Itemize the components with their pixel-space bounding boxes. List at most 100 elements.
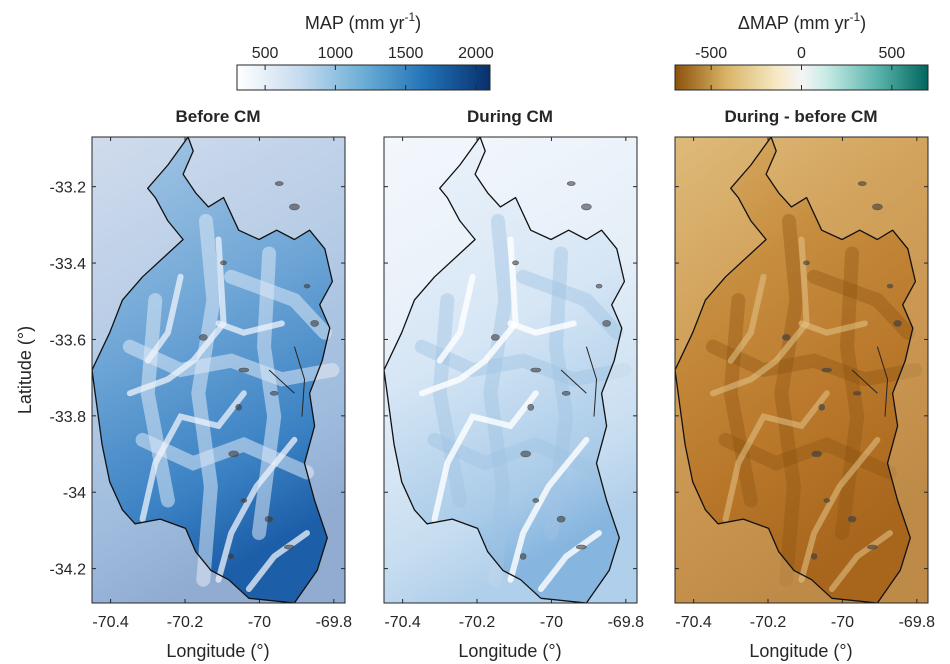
y-tick-label: -33.2 (50, 180, 87, 197)
glacier-outline (235, 403, 243, 411)
glacier-outline (818, 403, 826, 411)
terrain-valley (507, 436, 590, 583)
terrain-valley (436, 273, 476, 364)
glacier-outline (512, 260, 519, 266)
terrain-ridge (414, 339, 632, 387)
colorbar-map: MAP (mm yr-1) 500 1000 1500 2000 (236, 10, 494, 91)
map-panel-before (91, 136, 346, 604)
y-tick-label: -33.8 (50, 409, 87, 426)
basin-boundary (92, 137, 334, 603)
xlabel-panel-2: Longitude (°) (458, 641, 561, 661)
x-tick-label: -70.2 (750, 614, 787, 631)
colorbar-tick-label: 500 (252, 45, 279, 62)
glacier-outline (602, 320, 611, 327)
glacier-outline (566, 181, 576, 186)
terrain-ridge (483, 213, 513, 587)
terrain-ridge (774, 213, 804, 587)
y-tick-label: -33.4 (50, 256, 87, 273)
colorbar-map-label: MAP (mm yr-1) (305, 10, 421, 33)
glacier-outline (872, 203, 883, 211)
x-tick-label: -70 (540, 614, 563, 631)
glacier-outline (491, 334, 500, 341)
drainage-line (851, 346, 889, 417)
glacier-outline (289, 203, 300, 211)
terrain-valley (245, 530, 310, 592)
terrain-valley (215, 320, 285, 336)
colorbar-map-bar (236, 64, 491, 91)
x-tick-label: -70.4 (92, 614, 129, 631)
xlabel-panel-1: Longitude (°) (166, 641, 269, 661)
terrain-valley (507, 320, 577, 336)
glacier-outline (561, 390, 571, 396)
glacier-outline (811, 450, 822, 458)
terrain-ridge (122, 339, 340, 387)
x-axes: -70.4 -70.2 -70 -69.8 -70.4 -70.2 -70 -69.8 -70.… (92, 137, 935, 631)
terrain-ridge (191, 213, 221, 587)
glacier-outline (782, 334, 791, 341)
x-tick-label: -70.2 (167, 614, 204, 631)
terrain-valley (144, 273, 184, 364)
panel-title-difference: During - before CM (725, 107, 878, 126)
glacier-features (199, 181, 319, 560)
colorbar-tick-label: -500 (695, 45, 727, 62)
glacier-outline (893, 320, 902, 327)
y-tick-label: -33.6 (50, 332, 87, 349)
glacier-outline (527, 403, 535, 411)
glacier-outline (576, 544, 587, 550)
glacier-outline (220, 260, 227, 266)
x-tick-label: -70 (248, 614, 271, 631)
glacier-outline (852, 390, 862, 396)
x-tick-label: -69.8 (316, 614, 353, 631)
glacier-outline (595, 283, 603, 289)
terrain-ridge (706, 339, 923, 387)
x-tick-label: -70 (831, 614, 854, 631)
glacier-features (782, 181, 902, 560)
glacier-outline (228, 450, 239, 458)
ylabel: Latitude (°) (15, 326, 35, 414)
terrain-valley (710, 236, 810, 397)
y-axis: -33.2 -33.4 -33.6 -33.8 -34 -34.2 (50, 180, 928, 579)
colorbar-tick-label: 1000 (318, 45, 354, 62)
glacier-outline (823, 498, 831, 503)
glacier-outline (520, 450, 531, 458)
colorbar-delta-label: ΔMAP (mm yr-1) (738, 10, 866, 33)
map-panel-difference (674, 136, 929, 604)
glacier-outline (238, 367, 250, 373)
drainage-line (560, 346, 598, 417)
drainage-line (268, 346, 306, 417)
basin-boundary (675, 137, 917, 603)
glacier-outline (284, 544, 295, 550)
terrain-valley (126, 236, 227, 397)
xlabel-panel-3: Longitude (°) (749, 641, 852, 661)
terrain-valley (418, 236, 519, 397)
glacier-outline (810, 553, 818, 560)
terrain-valley (215, 436, 298, 583)
x-tick-label: -70.2 (459, 614, 496, 631)
terrain-valley (722, 390, 830, 523)
terrain-valley (828, 530, 893, 592)
basin-boundary (384, 137, 626, 603)
x-tick-label: -69.8 (899, 614, 936, 631)
glacier-outline (556, 515, 566, 523)
glacier-outline (581, 203, 592, 211)
glacier-outline (867, 544, 878, 550)
glacier-features (491, 181, 611, 560)
glacier-outline (227, 553, 235, 560)
glacier-outline (519, 553, 527, 560)
x-tick-label: -70.4 (675, 614, 712, 631)
x-tick-label: -70.4 (384, 614, 421, 631)
x-tick-label: -69.8 (608, 614, 645, 631)
terrain-ridge (140, 293, 175, 508)
terrain-valley (798, 436, 881, 583)
glacier-outline (821, 367, 833, 373)
panel-title-before: Before CM (175, 107, 260, 126)
terrain-valley (798, 320, 868, 336)
colorbar-tick-label: 1500 (388, 45, 424, 62)
y-tick-label: -34.2 (50, 562, 87, 579)
panel-title-during: During CM (467, 107, 553, 126)
glacier-outline (803, 260, 810, 266)
colorbar-tick-label: 2000 (458, 45, 494, 62)
glacier-outline (847, 515, 857, 523)
glacier-outline (532, 498, 540, 503)
